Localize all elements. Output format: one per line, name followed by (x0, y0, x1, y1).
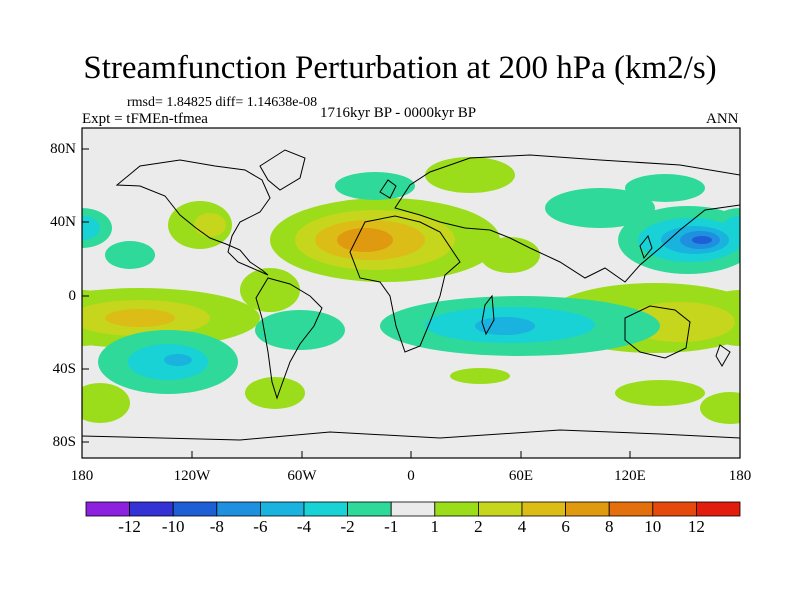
colorbar-swatch (347, 501, 392, 517)
colorbar-swatch (172, 501, 218, 517)
colorbar-swatch (652, 501, 697, 517)
experiment-label: Expt = tFMEn-tfmea (82, 111, 208, 127)
colorbar-swatch (521, 501, 566, 517)
x-tick-120e: 120E (614, 468, 646, 484)
time-range-label: 1716kyr BP - 0000kyr BP (320, 105, 477, 121)
colorbar-label: -1 (384, 517, 399, 536)
colorbar-swatch (434, 501, 479, 517)
axis-ticks (81, 148, 741, 458)
colorbar-swatch (696, 501, 741, 517)
colorbar-label: -4 (296, 517, 312, 536)
colorbar-label: -12 (118, 517, 141, 536)
plot-title: Streamfunction Perturbation at 200 hPa (… (83, 50, 717, 86)
colorbar-label: -2 (340, 517, 355, 536)
colorbar-swatch (129, 501, 174, 517)
x-tick-60w: 60W (287, 468, 317, 484)
y-tick-40n: 40N (50, 214, 76, 230)
colorbar-swatch (216, 501, 261, 517)
y-tick-80n: 80N (50, 141, 76, 157)
colorbar-label: -6 (253, 517, 268, 536)
colorbar-label: 1 (430, 517, 440, 536)
colorbar-label: 10 (644, 517, 662, 536)
y-tick-0: 0 (68, 288, 77, 304)
coastlines (82, 149, 740, 441)
colorbar-label: 8 (604, 517, 614, 536)
contour-fill (82, 157, 740, 424)
colorbar-label: -10 (161, 517, 185, 536)
x-tick-180e: 180 (728, 468, 752, 484)
colorbar-label: 4 (517, 517, 527, 536)
colorbar-label: 2 (474, 517, 483, 536)
y-tick-40s: 40S (52, 361, 76, 377)
x-tick-60e: 60E (508, 468, 534, 484)
colorbar (85, 501, 741, 517)
colorbar-swatch (477, 501, 523, 517)
x-tick-120w: 120W (173, 468, 211, 484)
colorbar-label: -8 (209, 517, 224, 536)
colorbar-label: 12 (687, 517, 705, 536)
y-tick-80s: 80S (52, 434, 76, 450)
x-tick-180w: 180 (70, 468, 94, 484)
colorbar-swatch (259, 501, 305, 517)
season-label: ANN (706, 111, 739, 127)
colorbar-label: 6 (561, 517, 570, 536)
colorbar-swatch (390, 501, 436, 517)
colorbar-swatch (565, 501, 610, 517)
x-tick-0: 0 (407, 468, 415, 484)
colorbar-swatch (303, 501, 348, 517)
stats-text: rmsd= 1.84825 diff= 1.14638e-08 (127, 95, 318, 110)
colorbar-swatch (608, 501, 654, 517)
colorbar-swatch (85, 501, 130, 517)
